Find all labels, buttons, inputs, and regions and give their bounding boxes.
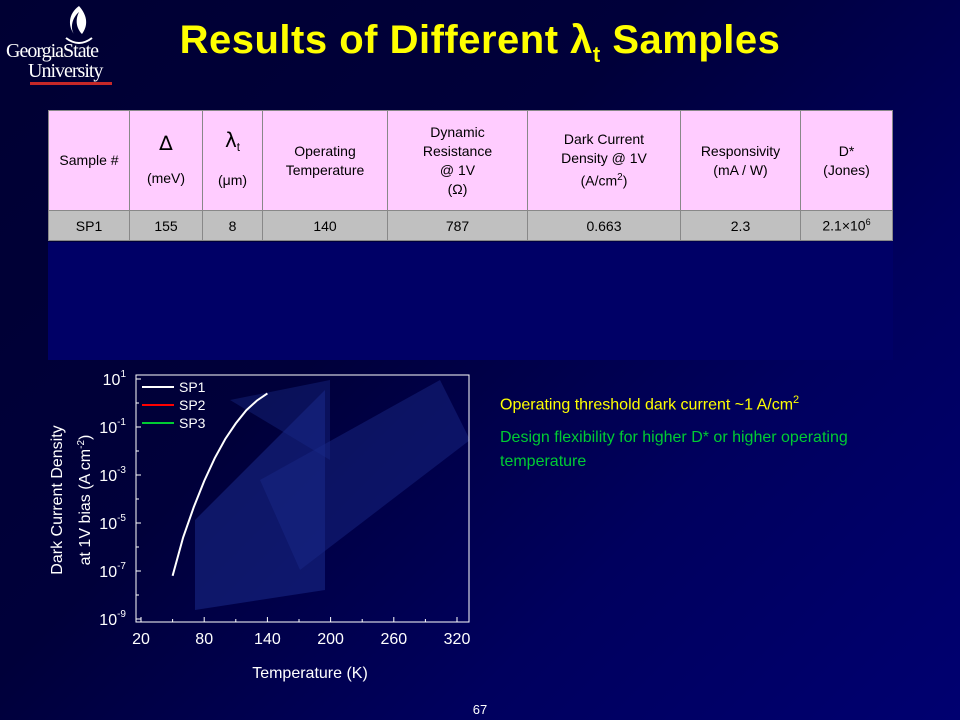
y-tick-label: 10-7 [99, 561, 126, 581]
y-tick-label: 10-1 [99, 417, 126, 437]
legend-label-sp2: SP2 [179, 397, 206, 413]
x-tick-label: 320 [444, 631, 471, 648]
cell-operating-temperature: 140 [262, 210, 388, 241]
results-table: Sample # ∆ (meV) λt (μm) Operating Tempe… [48, 110, 893, 241]
bg-shape [260, 380, 470, 570]
header-lambda: λt (μm) [202, 110, 263, 211]
header-responsivity: Responsivity (mA / W) [680, 110, 801, 211]
cell-dark-current: 0.663 [527, 210, 681, 241]
x-tick-label: 20 [132, 631, 150, 648]
y-tick-label: 10-9 [99, 609, 126, 629]
note-threshold: Operating threshold dark current ~1 A/cm… [500, 394, 800, 414]
logo-text-line2: University [28, 60, 103, 82]
university-logo: GeorgiaState University [4, 2, 114, 92]
x-axis-label: Temperature (K) [252, 665, 368, 682]
flame-seal-icon [65, 6, 93, 44]
notes-panel: Operating threshold dark current ~1 A/cm… [500, 388, 900, 474]
table-header-row: Sample # ∆ (meV) λt (μm) Operating Tempe… [48, 110, 893, 211]
header-dynamic-resistance: Dynamic Resistance @ 1V (Ω) [387, 110, 528, 211]
legend-label-sp1: SP1 [179, 379, 206, 395]
x-tick-label: 200 [317, 631, 344, 648]
header-operating-temperature: Operating Temperature [262, 110, 388, 211]
logo-text-line1: GeorgiaState [6, 40, 99, 62]
cell-dstar: 2.1×106 [800, 210, 893, 241]
table-row: SP1 155 8 140 787 0.663 2.3 2.1×106 [48, 210, 893, 241]
bg-shape [195, 390, 325, 610]
cell-dynamic-resistance: 787 [387, 210, 528, 241]
header-dstar: D* (Jones) [800, 110, 893, 211]
page-number: 67 [472, 702, 488, 717]
bg-shape [230, 380, 330, 460]
legend-label-sp3: SP3 [179, 415, 206, 431]
slide-title: Results of Different λt Samples [179, 18, 781, 67]
dark-current-chart: 20 80 140 200 260 32010110-110-310-510-710-9 … [49, 369, 471, 682]
x-tick-label: 140 [254, 631, 281, 648]
cell-lambda: 8 [202, 210, 263, 241]
series-line-sp1 [171, 392, 268, 577]
header-sample: Sample # [48, 110, 130, 211]
x-tick-label: 260 [380, 631, 407, 648]
note-design-flexibility: Design flexibility for higher D* or high… [500, 429, 848, 471]
header-dark-current: Dark Current Density @ 1V (A/cm2) [527, 110, 681, 211]
cell-sample: SP1 [48, 210, 130, 241]
y-axis-label-line1: Dark Current Density [49, 425, 66, 574]
y-tick-label: 10-5 [99, 513, 126, 533]
logo-bar [30, 82, 112, 85]
x-tick-label: 80 [195, 631, 213, 648]
cell-delta: 155 [129, 210, 203, 241]
y-tick-label: 101 [103, 369, 127, 389]
y-tick-label: 10-3 [99, 465, 126, 485]
header-delta: ∆ (meV) [129, 110, 203, 211]
blank-panel [48, 242, 893, 360]
cell-responsivity: 2.3 [680, 210, 801, 241]
y-axis-label-line2: at 1V bias (A cm-2) [76, 435, 94, 566]
